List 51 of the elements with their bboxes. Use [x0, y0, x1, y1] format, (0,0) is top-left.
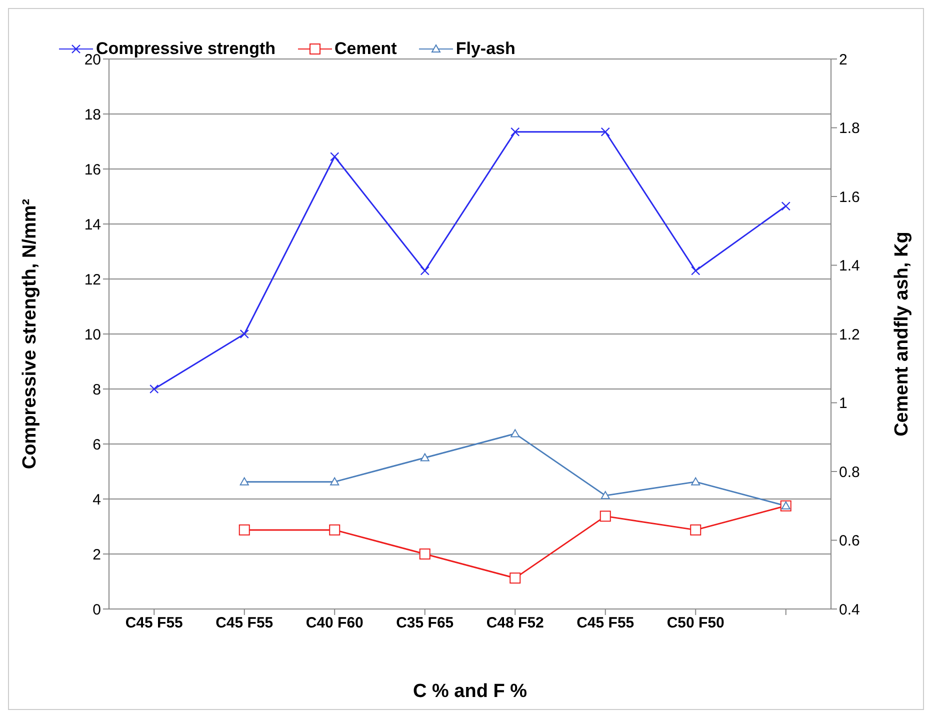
y-tick-label: 18	[84, 106, 101, 124]
y-tick-label: 8	[92, 381, 101, 398]
y2-tick-label: 1.2	[839, 326, 860, 344]
y-tick-label: 10	[84, 326, 101, 344]
x-tick-label: C35 F65	[396, 614, 454, 632]
point	[600, 127, 610, 136]
y-tick-label: 2	[92, 546, 101, 564]
x-tick-label: C45 F55	[216, 614, 274, 632]
y2-tick-label: 1.4	[839, 258, 860, 275]
point	[691, 266, 700, 276]
y-tick-label: 16	[84, 161, 101, 178]
y2-tick-label: 0.4	[839, 601, 860, 618]
point	[240, 477, 249, 486]
point	[420, 266, 430, 276]
x-tick-label: C48 F52	[486, 614, 544, 632]
x-tick-label: C45 F55	[576, 614, 634, 632]
x-tick-label: C50 F50	[666, 614, 724, 632]
y2-tick-label: 2	[839, 51, 848, 68]
point	[691, 477, 700, 486]
y-tick-label: 6	[92, 436, 101, 454]
point	[781, 202, 790, 211]
y-tick-label: 0	[92, 601, 101, 618]
y2-tick-label: 0.8	[839, 464, 860, 481]
y-axis-title: Compressive strength, N/mm²	[20, 198, 41, 470]
y-tick-label: 14	[84, 216, 101, 234]
y2-tick-label: 1.6	[839, 188, 860, 206]
point	[600, 491, 610, 500]
point	[330, 477, 340, 486]
point	[238, 524, 250, 536]
point	[690, 524, 702, 536]
x-tick-label: C45 F55	[125, 614, 183, 632]
point	[330, 152, 340, 162]
y2-axis-title: Cement andfly ash, Kg	[892, 232, 913, 436]
point	[510, 429, 520, 438]
y-tick-label: 4	[92, 491, 101, 508]
legend-label: Cement	[334, 39, 397, 59]
y2-tick-label: 1.8	[839, 120, 860, 138]
point	[240, 329, 249, 339]
legend-label: Fly-ash	[454, 39, 516, 59]
x-tick-label: C40 F60	[306, 614, 364, 632]
point	[600, 510, 611, 522]
y2-tick-label: 1	[839, 395, 848, 412]
point	[419, 548, 430, 560]
x-axis-title: C % and F %	[412, 681, 528, 702]
y2-tick-label: 0.6	[839, 532, 860, 550]
point	[510, 572, 521, 584]
point	[329, 524, 340, 536]
point	[420, 453, 430, 462]
point	[150, 384, 159, 394]
point	[510, 127, 520, 136]
y-tick-label: 12	[84, 271, 101, 288]
